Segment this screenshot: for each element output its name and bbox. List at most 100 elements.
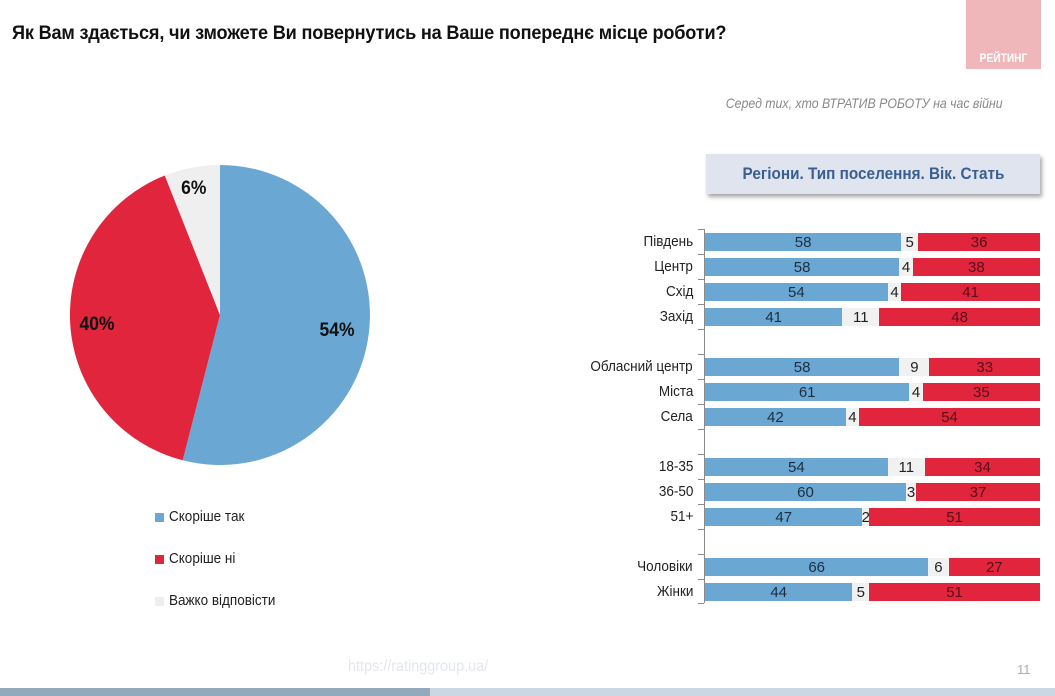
bar-segment-no: 38 <box>912 258 1040 276</box>
bar-segment-dont-know: 3 <box>906 483 917 501</box>
bar-segment-no: 27 <box>948 558 1040 576</box>
bar-segment-dont-know: 5 <box>901 233 919 251</box>
bar-row-label: Жінки <box>656 583 693 600</box>
axis-tick <box>698 304 704 305</box>
axis-tick <box>698 454 704 455</box>
bar-segment-dont-know: 2 <box>861 508 870 526</box>
bar-segment-no: 54 <box>859 408 1040 426</box>
bar-row: Села 42 4 54 <box>560 407 1050 427</box>
legend-label: Скоріше так <box>169 508 245 525</box>
axis-tick <box>698 579 704 580</box>
pie-slice-yes <box>182 165 370 465</box>
axis-tick <box>698 379 704 380</box>
bar-segment-yes: 58 <box>705 233 902 251</box>
axis-tick <box>698 603 704 604</box>
bar-row-label: Захід <box>659 308 693 325</box>
bar-row-label: 18-35 <box>658 458 693 475</box>
bar-row: 18-35 54 11 34 <box>560 457 1050 477</box>
bar-segment-no: 36 <box>918 233 1040 251</box>
bar-segment-yes: 41 <box>705 308 843 326</box>
bar-segment-yes: 54 <box>705 283 888 301</box>
bar-row-label: 36-50 <box>658 483 693 500</box>
bar-row-label: Міста <box>658 383 693 400</box>
bar-segment-no: 41 <box>901 283 1040 301</box>
bar-row-label: Чоловіки <box>637 558 693 575</box>
bar-segment-no: 48 <box>879 308 1040 326</box>
axis-tick <box>698 504 704 505</box>
bar-segment-yes: 60 <box>705 483 906 501</box>
bar-row: Міста 61 4 35 <box>560 382 1050 402</box>
pie-chart <box>69 164 370 465</box>
pie-slice-dont-know <box>164 164 220 315</box>
axis-tick <box>698 529 704 530</box>
bar-row-label: Центр <box>654 258 693 275</box>
bar-segment-yes: 66 <box>705 558 929 576</box>
bar-segment-dont-know: 5 <box>852 583 870 601</box>
axis-tick <box>698 229 704 230</box>
bar-segment-yes: 61 <box>705 383 910 401</box>
bar-segment-no: 33 <box>929 358 1040 376</box>
bar-row: Схід 54 4 41 <box>560 282 1050 302</box>
bar-row: Центр 58 4 38 <box>560 257 1050 277</box>
bar-row: Жінки 44 5 51 <box>560 582 1050 602</box>
bar-segment-dont-know: 4 <box>887 283 902 301</box>
bar-row-label: Села <box>660 408 693 425</box>
section-title: Регіони. Тип поселення. Вік. Стать <box>742 164 1004 183</box>
pie-slice-no <box>69 175 220 461</box>
bar-row: 36-50 60 3 37 <box>560 482 1050 502</box>
axis-tick <box>698 429 704 430</box>
bar-row: Чоловіки 66 6 27 <box>560 557 1050 577</box>
bar-segment-yes: 42 <box>705 408 846 426</box>
bar-row-label: 51+ <box>670 508 693 525</box>
bar-segment-yes: 44 <box>705 583 853 601</box>
axis-tick <box>698 354 704 355</box>
bar-row-label: Обласний центр <box>590 358 693 375</box>
legend-label: Важко відповісти <box>169 592 276 609</box>
axis-tick <box>698 329 704 330</box>
bar-segment-yes: 47 <box>705 508 863 526</box>
legend-swatch-no <box>155 555 164 564</box>
bar-segment-no: 35 <box>922 383 1040 401</box>
bar-segment-no: 37 <box>916 483 1040 501</box>
section-header: Регіони. Тип поселення. Вік. Стать <box>706 154 1040 194</box>
bar-segment-yes: 58 <box>705 258 900 276</box>
bar-segment-no: 34 <box>924 458 1040 476</box>
bar-segment-yes: 54 <box>705 458 888 476</box>
axis-tick <box>698 404 704 405</box>
bar-chart-axis <box>704 229 705 603</box>
bar-row: Обласний центр 58 9 33 <box>560 357 1050 377</box>
bar-segment-dont-know: 4 <box>899 258 913 276</box>
page-number: 11 <box>1017 662 1031 677</box>
bar-segment-dont-know: 4 <box>845 408 860 426</box>
bar-segment-dont-know: 9 <box>899 358 930 376</box>
pie-label-yes: 54% <box>319 320 355 341</box>
bar-segment-no: 51 <box>869 508 1040 526</box>
footer-url: https://ratinggroup.ua/ <box>348 658 489 675</box>
legend-swatch-dont-know <box>155 597 164 606</box>
chart-subtitle: Серед тих, хто ВТРАТИВ РОБОТУ на час вій… <box>726 95 1003 111</box>
bar-row: 51+ 47 2 51 <box>560 507 1050 527</box>
axis-tick <box>698 554 704 555</box>
logo-text: РЕЙТИНГ <box>979 51 1028 65</box>
footer-bar-left <box>0 688 430 696</box>
page-title: Як Вам здається, чи зможете Ви повернути… <box>12 22 727 44</box>
axis-tick <box>698 279 704 280</box>
rating-logo: РЕЙТИНГ <box>966 0 1041 69</box>
pie-label-no: 40% <box>79 314 115 335</box>
bar-segment-dont-know: 4 <box>909 383 923 401</box>
bar-row-label: Південь <box>643 233 693 250</box>
bar-segment-dont-know: 11 <box>887 458 925 476</box>
axis-tick <box>698 479 704 480</box>
axis-tick <box>698 254 704 255</box>
bar-row: Південь 58 5 36 <box>560 232 1050 252</box>
footer-bar-right <box>430 688 1055 696</box>
bar-segment-yes: 58 <box>705 358 900 376</box>
pie-label-dont-know: 6% <box>181 178 207 199</box>
bar-segment-dont-know: 11 <box>842 308 880 326</box>
legend-swatch-yes <box>155 513 164 522</box>
bar-segment-dont-know: 6 <box>928 558 949 576</box>
legend-label: Скоріше ні <box>169 550 236 567</box>
bar-row: Захід 41 11 48 <box>560 307 1050 327</box>
bar-segment-no: 51 <box>869 583 1040 601</box>
bar-row-label: Схід <box>665 283 693 300</box>
